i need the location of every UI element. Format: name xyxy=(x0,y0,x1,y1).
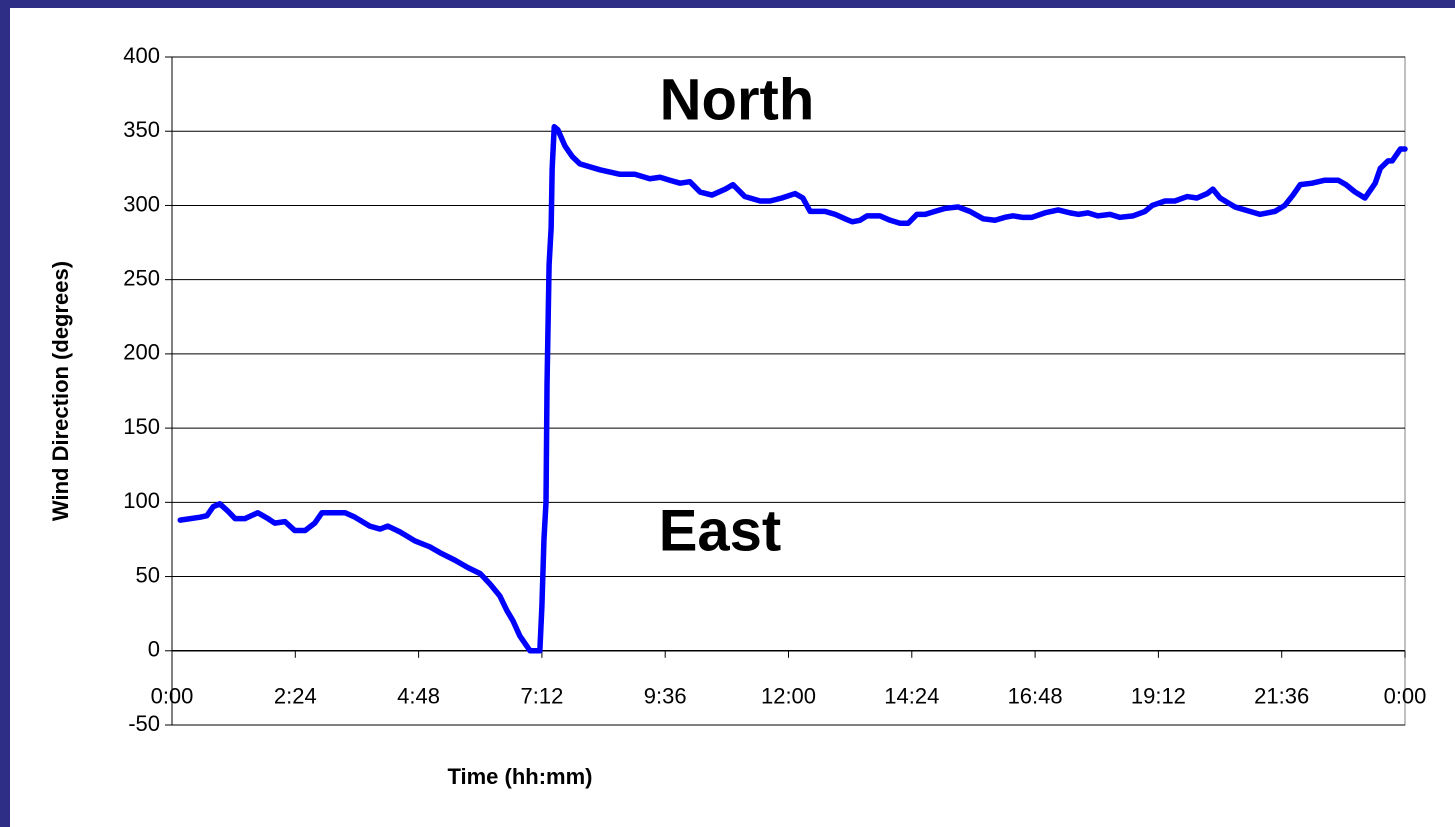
x-tick-label: 0:00 xyxy=(151,684,194,709)
x-tick-label: 16:48 xyxy=(1008,684,1063,709)
x-tick-label: 4:48 xyxy=(397,684,440,709)
x-tick-label: 2:24 xyxy=(274,684,317,709)
y-tick-label: 100 xyxy=(123,488,160,513)
x-tick-label: 19:12 xyxy=(1131,684,1186,709)
x-tick-label: 0:00 xyxy=(1384,684,1427,709)
y-tick-label: 250 xyxy=(123,265,160,290)
slide-panel xyxy=(10,8,1455,827)
y-tick-label: 0 xyxy=(148,637,160,662)
annotation: East xyxy=(659,498,782,563)
y-tick-label: 400 xyxy=(123,43,160,68)
x-tick-label: 7:12 xyxy=(520,684,563,709)
x-tick-label: 9:36 xyxy=(644,684,687,709)
x-axis-title: Time (hh:mm) xyxy=(447,764,592,789)
x-tick-label: 14:24 xyxy=(884,684,939,709)
y-tick-label: 300 xyxy=(123,191,160,216)
x-tick-label: 12:00 xyxy=(761,684,816,709)
y-tick-label: 350 xyxy=(123,117,160,142)
x-tick-label: 21:36 xyxy=(1254,684,1309,709)
data-line xyxy=(177,124,1408,654)
annotation: North xyxy=(660,67,815,132)
y-tick-label: 50 xyxy=(136,562,160,587)
y-tick-label: -50 xyxy=(128,711,160,736)
y-tick-label: 200 xyxy=(123,340,160,365)
y-tick-label: 150 xyxy=(123,414,160,439)
y-axis-title: Wind Direction (degrees) xyxy=(48,261,73,521)
